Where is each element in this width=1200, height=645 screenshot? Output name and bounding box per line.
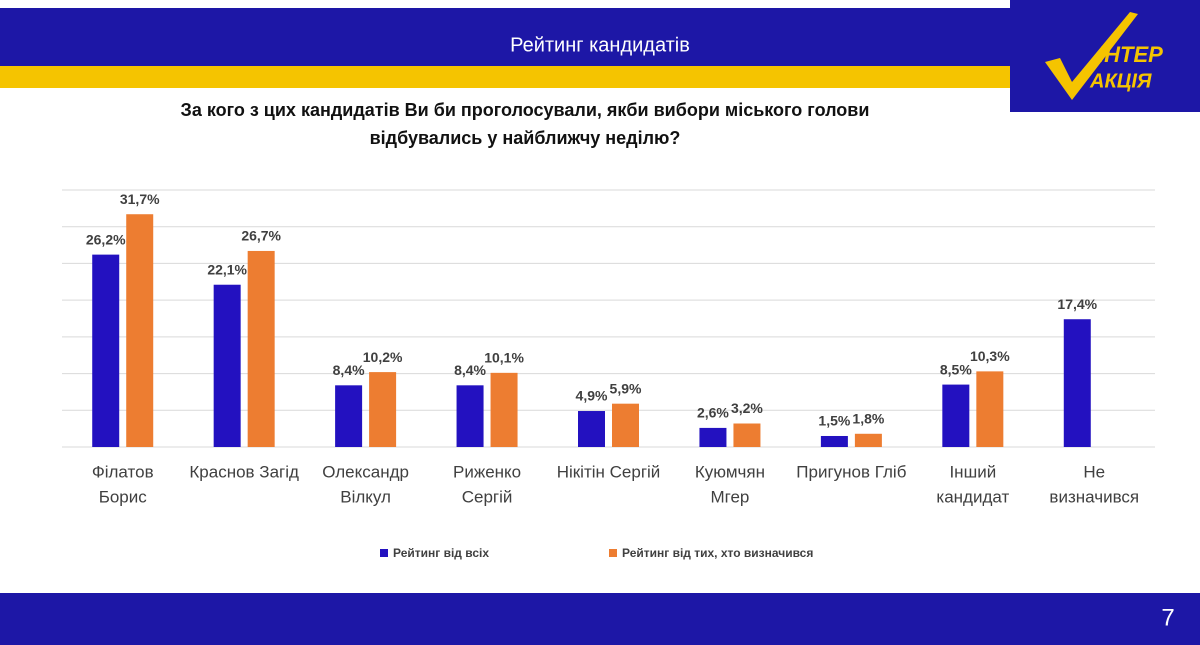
bar bbox=[854, 433, 882, 447]
data-label: 26,7% bbox=[241, 228, 281, 244]
logo-text: АКЦІЯ bbox=[1089, 70, 1152, 92]
data-label: 26,2% bbox=[86, 231, 126, 247]
bar bbox=[126, 214, 154, 447]
data-label: 10,1% bbox=[484, 350, 524, 366]
bar bbox=[733, 423, 761, 447]
bar bbox=[456, 385, 484, 447]
data-label: 4,9% bbox=[576, 388, 608, 404]
x-tick-label: Борис bbox=[99, 487, 148, 506]
data-label: 22,1% bbox=[207, 261, 247, 277]
x-tick-label: Філатов bbox=[92, 462, 154, 481]
bar bbox=[1063, 319, 1091, 447]
legend-label: Рейтинг від всіх bbox=[393, 546, 489, 560]
bar bbox=[578, 411, 605, 447]
bar bbox=[490, 372, 518, 447]
chart-title: відбувались у найближчу неділю? bbox=[370, 128, 681, 148]
data-label: 3,2% bbox=[731, 400, 763, 416]
x-tick-label: Не bbox=[1083, 462, 1105, 481]
legend-swatch bbox=[380, 549, 388, 557]
bar bbox=[335, 385, 363, 447]
x-tick-label: Куюмчян bbox=[695, 462, 765, 481]
data-label: 10,2% bbox=[363, 349, 403, 365]
x-tick-label: Риженко bbox=[453, 462, 521, 481]
page-number: 7 bbox=[1161, 604, 1174, 631]
footer-band bbox=[0, 593, 1200, 645]
data-label: 5,9% bbox=[610, 380, 642, 396]
data-label: 2,6% bbox=[697, 405, 729, 421]
x-tick-label: Сергій bbox=[462, 487, 513, 506]
bar bbox=[976, 371, 1004, 447]
legend-swatch bbox=[609, 549, 617, 557]
x-tick-label: Вілкул bbox=[340, 487, 391, 506]
bar bbox=[942, 384, 970, 447]
data-label: 1,5% bbox=[818, 413, 850, 429]
x-tick-label: Мгер bbox=[710, 487, 749, 506]
logo-text: ІНТЕР bbox=[1098, 42, 1163, 67]
data-label: 10,3% bbox=[970, 348, 1010, 364]
header-band bbox=[0, 8, 1010, 66]
data-label: 17,4% bbox=[1057, 296, 1097, 312]
data-label: 8,4% bbox=[454, 362, 486, 378]
bar bbox=[820, 435, 848, 447]
x-tick-label: Пригунов Гліб bbox=[796, 462, 906, 481]
bar bbox=[247, 250, 275, 447]
data-label: 31,7% bbox=[120, 191, 160, 207]
x-tick-label: Олександр bbox=[322, 462, 409, 481]
x-tick-label: Краснов Загід bbox=[189, 462, 299, 481]
header-title: Рейтинг кандидатів bbox=[510, 34, 690, 56]
x-tick-label: Інший bbox=[949, 462, 996, 481]
bar bbox=[92, 254, 120, 447]
header-stripe bbox=[0, 66, 1010, 88]
data-label: 1,8% bbox=[852, 410, 884, 426]
data-label: 8,5% bbox=[940, 361, 972, 377]
bar bbox=[369, 372, 397, 447]
x-tick-label: Нікітін Сергій bbox=[557, 462, 661, 481]
legend-label: Рейтинг від тих, хто визначився bbox=[622, 546, 813, 560]
data-label: 8,4% bbox=[333, 362, 365, 378]
bar bbox=[612, 403, 639, 447]
logo-check bbox=[1045, 12, 1138, 100]
logo: ІНТЕР АКЦІЯ bbox=[1010, 0, 1200, 112]
bar bbox=[213, 284, 241, 447]
x-tick-label: кандидат bbox=[936, 487, 1009, 506]
x-tick-label: визначився bbox=[1049, 487, 1139, 506]
bar bbox=[699, 427, 727, 447]
chart-title: За кого з цих кандидатів Ви би проголосу… bbox=[181, 100, 870, 120]
